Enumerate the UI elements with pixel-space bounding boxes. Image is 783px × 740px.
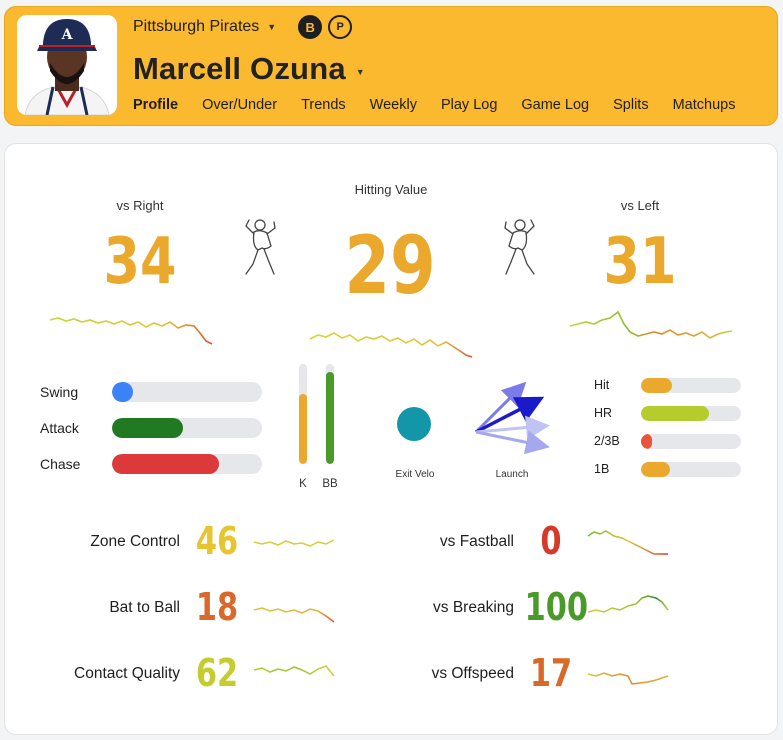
vs-right-label: vs Right: [116, 198, 164, 213]
extra-base-bar-fill: [641, 434, 652, 449]
k-bar: [299, 364, 307, 464]
attack-label: Attack: [40, 420, 79, 436]
tab-trends[interactable]: Trends: [301, 97, 346, 113]
attack-bar-fill: [112, 418, 183, 438]
single-bar: [641, 462, 741, 477]
vs-left-trend: [569, 310, 733, 339]
vs-left-label: vs Left: [620, 198, 660, 213]
swing-label: Swing: [40, 384, 79, 400]
bb-label: BB: [322, 478, 338, 490]
chase-bar-fill: [112, 454, 219, 474]
attack-bar: [112, 418, 262, 438]
pitcher-badge[interactable]: P: [328, 15, 353, 39]
chase-bar: [112, 454, 262, 474]
nav-tabs: Profile Over/Under Trends Weekly Play Lo…: [133, 97, 735, 113]
single-bar-fill: [641, 462, 670, 477]
launch-label: Launch: [495, 469, 529, 480]
contact-quality-value: 62: [195, 651, 239, 695]
launch-angle-icon: [474, 381, 550, 455]
exit-velo-label: Exit Velo: [395, 469, 435, 480]
vs-fastball-value: 0: [540, 519, 562, 563]
bb-bar: [326, 364, 334, 464]
k-label: K: [299, 478, 307, 490]
vs-offspeed-value: 17: [529, 651, 573, 695]
swing-bar: [112, 382, 262, 402]
vs-breaking-value: 100: [524, 585, 589, 629]
tab-play-log[interactable]: Play Log: [440, 97, 498, 113]
vs-left-value: 31: [603, 225, 677, 299]
zone-control-value: 46: [195, 519, 239, 563]
player-name[interactable]: Marcell Ozuna: [133, 51, 346, 86]
tab-splits[interactable]: Splits: [613, 97, 649, 113]
chevron-down-icon[interactable]: ▼: [355, 67, 365, 77]
vs-offspeed-trend: [587, 672, 669, 685]
player-header: A Pittsburgh Pirates ▼ B P Marcell Ozuna…: [4, 6, 778, 126]
k-bar-fill: [299, 394, 307, 464]
chevron-down-icon[interactable]: ▼: [267, 22, 277, 32]
tab-matchups[interactable]: Matchups: [672, 97, 736, 113]
hit-bar-fill: [641, 378, 672, 393]
bb-bar-fill: [326, 372, 334, 464]
hr-bar-fill: [641, 406, 709, 421]
bat-to-ball-label: Bat to Ball: [109, 599, 180, 616]
team-selector[interactable]: Pittsburgh Pirates ▼ B P: [133, 15, 353, 39]
zone-control-trend: [253, 539, 335, 547]
vs-fastball-trend: [587, 530, 668, 555]
player-selector[interactable]: Marcell Ozuna ▼: [133, 51, 365, 87]
zone-control-label: Zone Control: [90, 533, 180, 550]
bat-to-ball-value: 18: [195, 585, 239, 629]
hitting-value-label: Hitting Value: [354, 182, 428, 197]
tab-profile[interactable]: Profile: [133, 97, 179, 113]
vs-breaking-label: vs Breaking: [433, 599, 514, 616]
hit-bar: [641, 378, 741, 393]
vs-breaking-trend: [587, 595, 669, 613]
svg-text:A: A: [61, 27, 74, 43]
player-photo: A: [17, 15, 117, 115]
left-pitcher-icon: [500, 216, 540, 283]
tab-over-under[interactable]: Over/Under: [202, 97, 278, 113]
exit-velo-icon: [397, 407, 431, 441]
hr-bar: [641, 406, 741, 421]
team-name[interactable]: Pittsburgh Pirates: [133, 18, 260, 35]
contact-quality-label: Contact Quality: [74, 665, 180, 682]
tab-weekly[interactable]: Weekly: [369, 97, 417, 113]
vs-right-trend: [49, 317, 213, 345]
extra-base-label: 2/3B: [594, 434, 620, 448]
right-pitcher-icon: [240, 216, 280, 283]
contact-quality-trend: [253, 665, 335, 677]
vs-offspeed-label: vs Offspeed: [431, 665, 514, 682]
chase-label: Chase: [40, 456, 81, 472]
vs-fastball-label: vs Fastball: [439, 533, 514, 550]
hitting-value-trend: [309, 332, 473, 358]
extra-base-bar: [641, 434, 741, 449]
batter-badge[interactable]: B: [298, 15, 323, 39]
tab-game-log[interactable]: Game Log: [521, 97, 590, 113]
hit-label: Hit: [594, 378, 610, 392]
hr-label: HR: [594, 406, 613, 420]
hitting-value: 29: [344, 219, 436, 312]
vs-right-value: 34: [103, 225, 177, 299]
single-label: 1B: [594, 462, 610, 476]
bat-to-ball-trend: [253, 607, 335, 623]
swing-bar-fill: [112, 382, 133, 402]
